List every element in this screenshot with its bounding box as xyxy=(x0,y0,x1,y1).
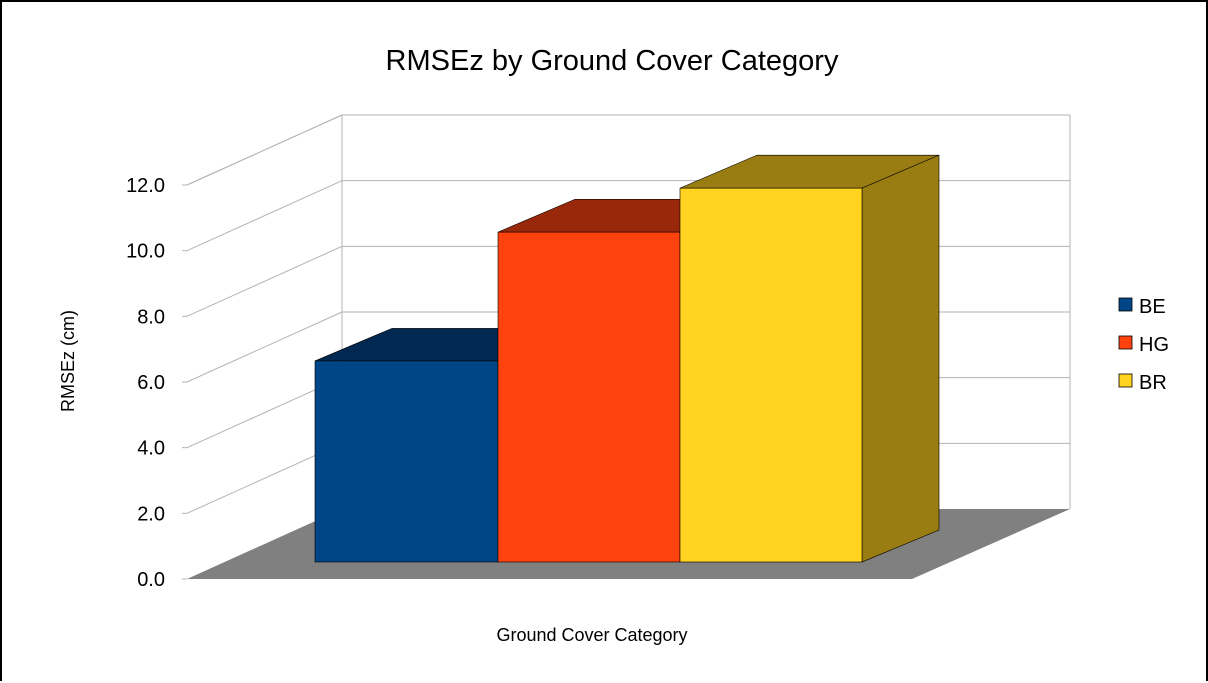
y-axis-label: RMSEz (cm) xyxy=(58,310,78,412)
x-axis-label: Ground Cover Category xyxy=(496,625,687,645)
bar-br xyxy=(679,154,940,563)
bar-front-face xyxy=(314,360,499,563)
side-gridline xyxy=(186,245,343,317)
y-tick-label: 4.0 xyxy=(137,438,165,460)
legend-swatch-hg xyxy=(1118,335,1133,350)
side-gridline xyxy=(186,180,343,252)
y-tick-label: 8.0 xyxy=(137,306,165,328)
y-tick-label: 6.0 xyxy=(137,372,165,394)
chart-title: RMSEz by Ground Cover Category xyxy=(386,45,839,77)
side-gridline xyxy=(186,114,343,186)
legend-label-br: BR xyxy=(1139,372,1167,394)
legend: BE HG BR xyxy=(1118,296,1169,394)
y-axis-ticks: 0.0 2.0 4.0 6.0 8.0 10.0 12.0 xyxy=(126,175,187,591)
y-tick-label: 10.0 xyxy=(126,241,165,263)
legend-swatch-br xyxy=(1118,373,1133,388)
y-tick-label: 2.0 xyxy=(137,503,165,525)
bar-side-face xyxy=(861,154,940,563)
legend-label-hg: HG xyxy=(1139,334,1169,356)
bar-front-face xyxy=(679,187,863,563)
side-gridline xyxy=(186,311,343,383)
legend-label-be: BE xyxy=(1139,296,1166,318)
legend-swatch-be xyxy=(1118,297,1133,312)
y-tick-label: 0.0 xyxy=(137,569,165,591)
chart-bars xyxy=(314,154,940,563)
bar-front-face xyxy=(497,231,681,563)
y-tick-label: 12.0 xyxy=(126,175,165,197)
